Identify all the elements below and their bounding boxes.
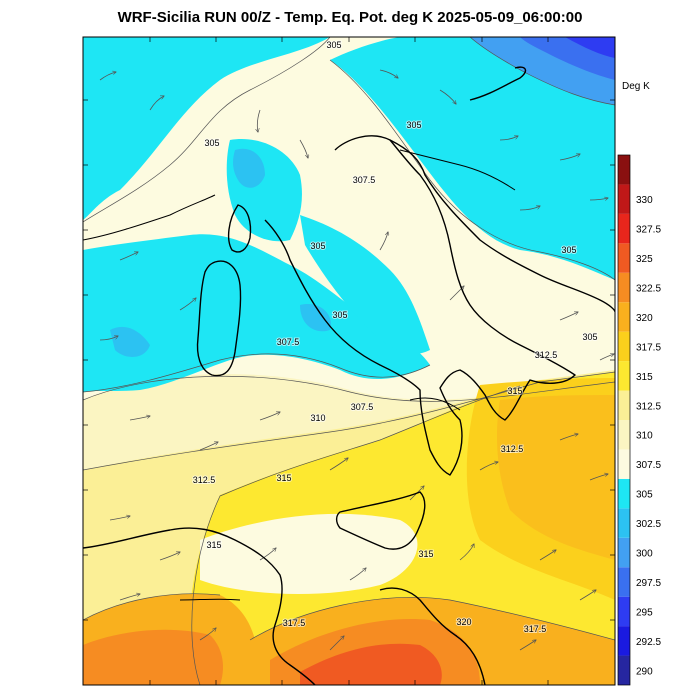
colorbar-swatch	[618, 626, 630, 656]
colorbar-frame	[617, 154, 631, 686]
contour-label: 317.5	[283, 618, 306, 628]
colorbar-swatch	[618, 655, 630, 685]
colorbar-swatch	[618, 390, 630, 420]
colorbar-tick-label: 312.5	[636, 401, 661, 412]
colorbar-swatch	[618, 302, 630, 332]
colorbar-swatch	[618, 331, 630, 362]
colorbar-tick-label: 315	[636, 372, 653, 383]
wind-vectors	[99, 69, 614, 651]
colorbar-unit-label: Deg K	[622, 81, 650, 92]
contour-label: 310	[310, 413, 325, 423]
contour-lines	[83, 37, 615, 685]
colorbar-tick-label: 330	[636, 195, 653, 206]
temperature-field	[83, 37, 615, 685]
colorbar-swatch	[618, 184, 630, 214]
colorbar-tick-label: 322.5	[636, 284, 661, 295]
contour-label: 305	[310, 241, 325, 251]
contour-label: 305	[326, 40, 341, 50]
contour-label: 312.5	[193, 475, 216, 485]
colorbar-tick-label: 297.5	[636, 578, 661, 589]
colorbar-swatch	[618, 508, 630, 538]
colorbar-tick-label: 327.5	[636, 225, 661, 236]
colorbar-tick-label: 307.5	[636, 460, 661, 471]
frame-ticks	[83, 37, 615, 685]
colorbar-tick-label: 325	[636, 254, 653, 265]
colorbar-swatch	[618, 213, 630, 244]
colorbar-swatch	[618, 420, 630, 450]
contour-label: 315	[206, 540, 221, 550]
contour-label: 307.5	[353, 175, 376, 185]
map-title: WRF-Sicilia RUN 00/Z - Temp. Eq. Pot. de…	[117, 9, 583, 26]
colorbar-tick-label: 295	[636, 607, 653, 618]
contour-label: 305	[332, 310, 347, 320]
colorbar-tick-label: 320	[636, 313, 653, 324]
contour-label: 305	[204, 138, 219, 148]
contour-label: 305	[582, 332, 597, 342]
colorbar-swatch	[618, 361, 630, 391]
contour-label: 315	[418, 549, 433, 559]
colorbar: 290 292.5 295 297.5 300 302.5 305 307.5 310 312.5…	[617, 154, 661, 686]
contour-label: 312.5	[501, 444, 524, 454]
colorbar-swatch	[618, 478, 630, 509]
contour-label: 305	[406, 120, 421, 130]
colorbar-tick-label: 300	[636, 549, 653, 560]
colorbar-swatch	[618, 243, 630, 273]
contour-label: 305	[561, 245, 576, 255]
colorbar-tick-label: 292.5	[636, 637, 661, 648]
contour-label: 315	[276, 473, 291, 483]
contour-label: 320	[456, 617, 471, 627]
colorbar-tick-label: 290	[636, 666, 653, 677]
contour-labels: 305 305 305 307.5 305 305 305 305 307.5 312.5 315 3…	[192, 39, 599, 635]
colorbar-swatch	[618, 449, 630, 479]
coastlines	[83, 66, 615, 685]
contour-label: 312.5	[535, 350, 558, 360]
contour-label: 307.5	[351, 402, 374, 412]
contour-label: 307.5	[277, 337, 300, 347]
contour-label: 317.5	[524, 624, 547, 634]
colorbar-swatch	[618, 596, 630, 627]
colorbar-swatch	[618, 567, 630, 597]
contour-label: 315	[507, 386, 522, 396]
colorbar-swatch	[618, 272, 630, 303]
colorbar-tick-label: 317.5	[636, 342, 661, 353]
colorbar-swatch	[618, 537, 630, 568]
colorbar-swatch	[618, 155, 630, 185]
colorbar-tick-label: 310	[636, 431, 653, 442]
colorbar-tick-label: 305	[636, 490, 653, 501]
colorbar-tick-label: 302.5	[636, 519, 661, 530]
